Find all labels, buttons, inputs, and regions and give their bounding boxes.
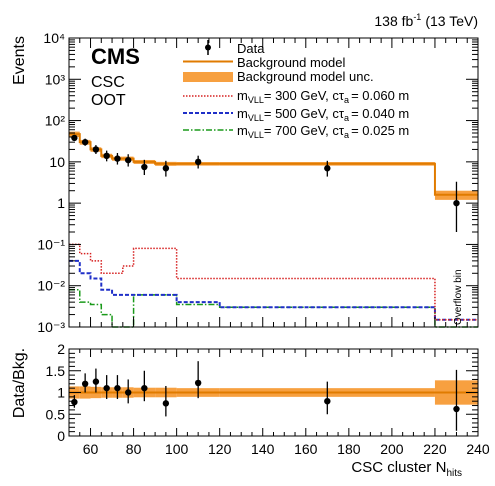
lumi-value: 138 fb — [374, 13, 413, 29]
legend-sig700-rest: = 700 GeV, cτ — [264, 123, 345, 138]
legend-data-marker — [205, 44, 211, 51]
ratio-x-tick-label: 160 — [294, 441, 318, 457]
legend-sig500-label: mVLL= 500 GeV, cτa = 0.040 m — [237, 106, 409, 123]
legend-sig300-label: mVLL= 300 GeV, cτa = 0.060 m — [237, 88, 409, 105]
legend-sig700-end: = 0.025 m — [351, 123, 409, 138]
cms-label: CMS — [91, 44, 140, 69]
legend-sig300-sub: VLL — [248, 95, 264, 105]
axis-title-ratio: Data/Bkg. — [11, 348, 28, 418]
main-y-tick-label: 10⁴ — [43, 30, 65, 46]
axis-title-events: Events — [11, 36, 28, 85]
ratio-x-tick-label: 180 — [337, 441, 361, 457]
main-y-tick-label: 10⁻² — [37, 278, 65, 294]
ratio-point — [124, 389, 132, 396]
lumi-energy: (13 TeV) — [425, 13, 478, 29]
ratio-x-tick-label: 80 — [126, 441, 142, 457]
ratio-x-tick-label: 220 — [423, 441, 447, 457]
legend-sig300-rest: = 300 GeV, cτ — [264, 88, 345, 103]
legend-sig500-sub: VLL — [248, 113, 264, 123]
main-y-tick-label: 10⁻³ — [37, 319, 65, 335]
ratio-y-tick-label: 2 — [57, 341, 65, 357]
ratio-x-tick-label: 120 — [208, 441, 232, 457]
legend-sig500-end: = 0.040 m — [351, 106, 409, 121]
legend-data-label: Data — [237, 41, 265, 56]
ratio-x-tick-label: 100 — [165, 441, 189, 457]
tag-csc: CSC — [91, 74, 125, 91]
legend: Data Background model Background model u… — [183, 40, 409, 140]
background-model-line — [69, 133, 478, 196]
main-y-tick-label: 1 — [57, 195, 65, 211]
data-point — [453, 199, 460, 207]
legend-sig300-end: = 0.060 m — [351, 88, 409, 103]
background-unc-band — [69, 131, 478, 200]
lumi-exponent: -1 — [413, 12, 421, 22]
legend-unc-swatch — [183, 72, 233, 82]
ratio-x-tick-label: 60 — [83, 441, 99, 457]
data-point — [71, 134, 78, 142]
data-point — [194, 158, 202, 166]
legend-sig700-label: mVLL= 700 GeV, cτa = 0.025 m — [237, 123, 409, 140]
ratio-y-tick-label: 0 — [57, 428, 65, 444]
data-points — [71, 134, 460, 233]
ratio-point — [194, 379, 202, 387]
signal-500-line — [69, 259, 478, 321]
data-point — [103, 152, 110, 160]
legend-unc-label: Background model unc. — [237, 69, 374, 84]
signal-300-line — [69, 243, 478, 321]
data-point — [324, 165, 331, 172]
ratio-y-tick-label: 1 — [57, 385, 65, 401]
legend-sig500-sub2: a — [344, 113, 349, 123]
ratio-point — [162, 400, 170, 407]
ratio-point — [71, 398, 78, 406]
x-axis-title-main: CSC cluster N — [351, 459, 446, 476]
legend-sig500-m: m — [237, 106, 248, 121]
ratio-point — [81, 380, 89, 387]
tag-oot: OOT — [91, 92, 126, 109]
ratio-point — [92, 378, 100, 385]
legend-sig300-sub2: a — [344, 95, 349, 105]
data-point — [114, 155, 121, 162]
legend-bkg-label: Background model — [237, 55, 346, 70]
legend-sig700-sub2: a — [344, 130, 349, 140]
data-point — [162, 165, 170, 172]
main-y-tick-label: 10 — [49, 154, 65, 170]
main-y-tick-label: 10⁻¹ — [37, 236, 65, 252]
ratio-point — [103, 384, 110, 392]
data-point — [124, 156, 132, 164]
main-y-tick-label: 10³ — [45, 71, 66, 87]
signal-700-line — [69, 288, 478, 328]
ratio-point — [141, 384, 148, 392]
legend-sig700-sub: VLL — [248, 130, 264, 140]
legend-sig300-m: m — [237, 88, 248, 103]
x-axis-title-sub: hits — [446, 468, 462, 479]
ratio-point — [324, 398, 331, 405]
data-point — [92, 146, 100, 153]
main-y-tick-label: 10² — [45, 113, 66, 129]
legend-sig700-m: m — [237, 123, 248, 138]
lumi-label: 138 fb-1 (13 TeV) — [374, 12, 478, 29]
ratio-y-tick-label: 1.5 — [46, 363, 66, 379]
ratio-x-tick-label: 240 — [466, 441, 490, 457]
histogram-steps — [69, 133, 478, 328]
overflow-bin-label: Overflow bin — [453, 269, 464, 325]
main-axis-ticks: 10⁻³ 10⁻² 10⁻¹ 1 10 10² 10³ 10⁴ — [37, 30, 479, 335]
ratio-y-tick-label: 0.5 — [46, 406, 66, 422]
legend-sig500-rest: = 500 GeV, cτ — [264, 106, 345, 121]
ratio-axis-ticks: 60 80 100 120 140 160 180 200 220 240 0 0.5 1 1.5 2 — [46, 341, 490, 457]
data-point — [141, 163, 148, 171]
ratio-point — [453, 405, 460, 413]
data-point — [81, 138, 89, 146]
ratio-point — [114, 384, 121, 392]
ratio-x-tick-label: 200 — [380, 441, 404, 457]
ratio-x-tick-label: 140 — [251, 441, 275, 457]
x-axis-title: CSC cluster Nhits — [351, 459, 462, 479]
